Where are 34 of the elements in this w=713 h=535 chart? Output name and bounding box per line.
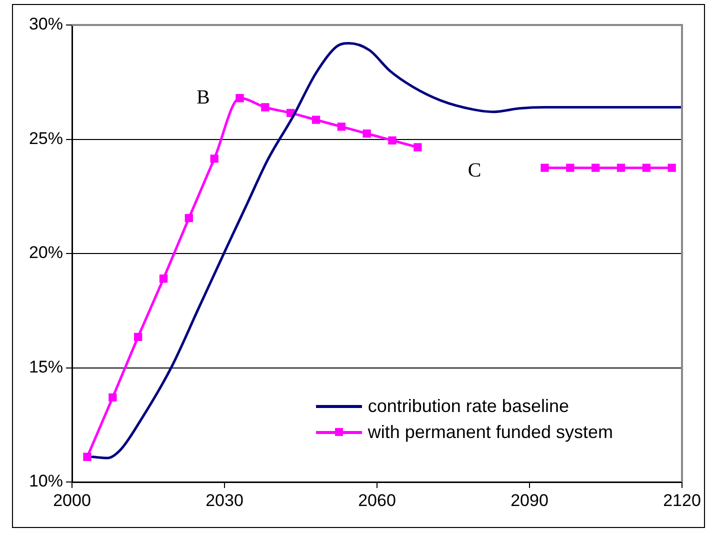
annotation: B — [196, 86, 210, 108]
point — [388, 136, 396, 144]
x-tick-label: 2090 — [510, 490, 548, 510]
x-tick-label: 2120 — [663, 490, 701, 510]
point — [616, 164, 626, 172]
point — [210, 154, 218, 163]
point — [592, 164, 600, 172]
point — [337, 122, 346, 131]
point — [668, 164, 676, 172]
point — [134, 332, 142, 341]
point — [414, 143, 422, 152]
x-tick-label: 2000 — [53, 490, 91, 510]
y-tick-label: 10% — [28, 472, 63, 491]
x-tick-label: 2060 — [358, 490, 396, 510]
point — [261, 103, 270, 112]
point — [108, 393, 117, 402]
point — [184, 214, 193, 222]
y-tick-label: 30% — [28, 14, 63, 34]
annotation: C — [468, 159, 482, 182]
point — [566, 164, 574, 172]
point — [642, 164, 650, 172]
point — [540, 164, 549, 172]
point — [236, 94, 244, 102]
legend-label: contribution rate baseline — [368, 396, 569, 416]
y-tick-label: 20% — [28, 243, 63, 262]
point — [312, 116, 320, 124]
y-tick-label: 25% — [28, 128, 63, 148]
legend-label: with permanent funded system — [368, 422, 613, 442]
point — [286, 108, 295, 118]
x-tick-label: 2030 — [206, 490, 244, 510]
point — [159, 274, 168, 283]
point — [83, 452, 92, 461]
point — [362, 129, 371, 138]
y-tick-label: 15% — [28, 357, 63, 376]
